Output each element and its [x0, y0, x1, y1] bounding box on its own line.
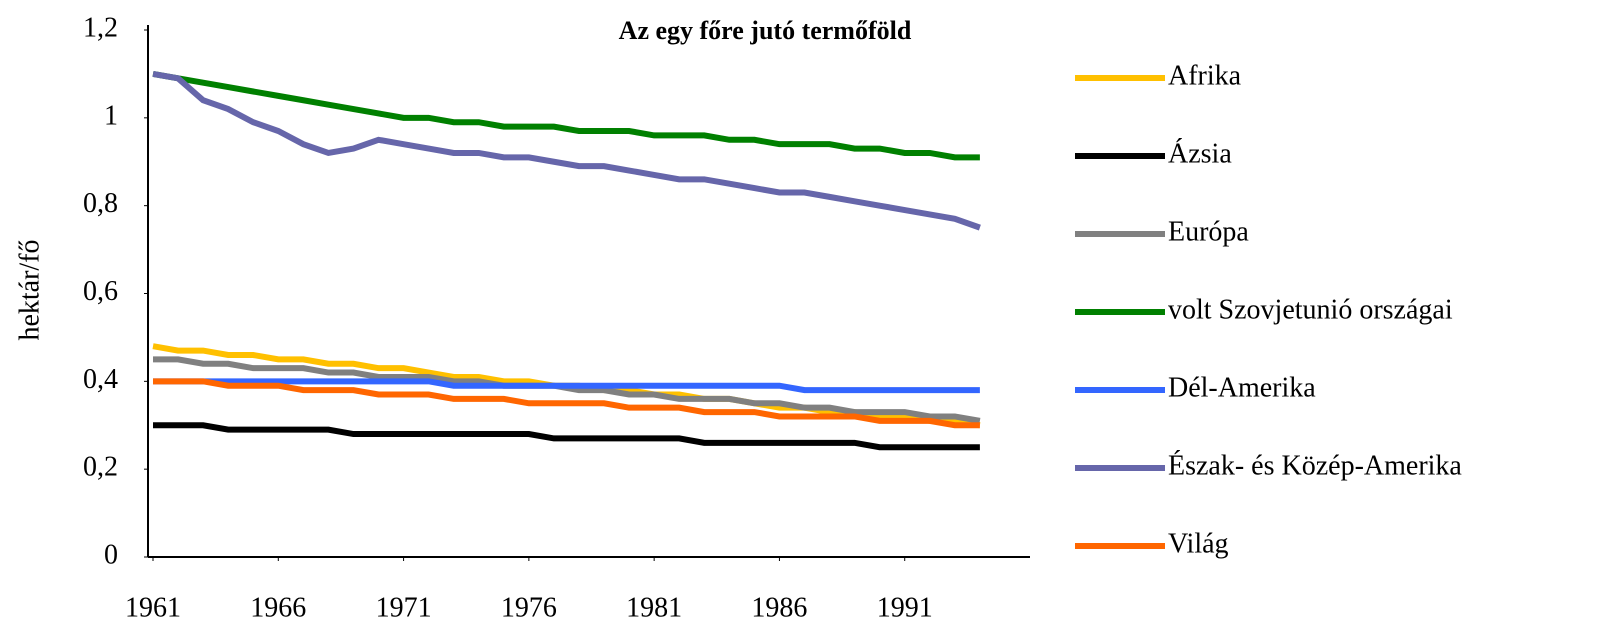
- legend-label: Afrika: [1168, 60, 1242, 91]
- y-tick-label: 1: [104, 100, 118, 131]
- legend-label: Dél-Amerika: [1168, 372, 1316, 403]
- series-line: [153, 378, 980, 394]
- x-tick-label: 1966: [250, 592, 306, 623]
- y-tick-label: 0: [104, 539, 118, 570]
- x-tick-label: 1976: [501, 592, 557, 623]
- x-tick-label: 1981: [626, 592, 682, 623]
- x-tick-label: 1991: [877, 592, 933, 623]
- y-tick-label: 0,2: [83, 452, 118, 483]
- legend-label: Ázsia: [1168, 138, 1232, 169]
- legend-label: Észak- és Közép-Amerika: [1168, 450, 1462, 481]
- y-tick-label: 1,2: [83, 12, 118, 43]
- series-line: [153, 422, 980, 451]
- x-tick-label: 1961: [125, 592, 181, 623]
- chart-title: Az egy főre jutó termőföld: [619, 16, 912, 45]
- series-line: [152, 70, 980, 161]
- legend-label: volt Szovjetunió országai: [1168, 294, 1453, 325]
- x-tick-label: 1986: [751, 592, 807, 623]
- series-line: [153, 378, 980, 429]
- y-tick-label: 0,4: [83, 364, 118, 395]
- legend-label: Világ: [1168, 528, 1229, 559]
- x-tick-label: 1971: [376, 592, 432, 623]
- legend-label: Európa: [1168, 216, 1249, 247]
- y-axis-label: hektár/fő: [14, 239, 45, 340]
- y-tick-label: 0,6: [83, 276, 118, 307]
- y-tick-label: 0,8: [83, 188, 118, 219]
- series-line: [152, 70, 981, 231]
